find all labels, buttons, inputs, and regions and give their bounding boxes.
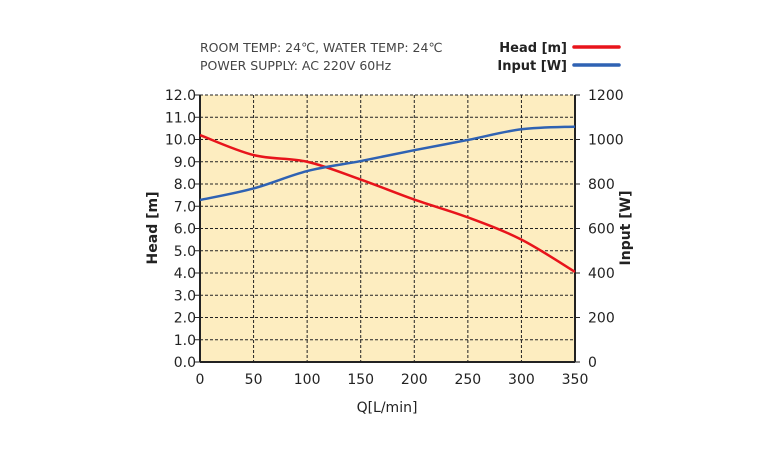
y-left-tick-label: 8.0 — [174, 177, 196, 193]
y-axis-label-left: Head [m] — [145, 192, 161, 265]
input-curve — [199, 125, 576, 202]
y-left-tick-label: 3.0 — [174, 288, 196, 304]
tick-labels: 0 50 100 150 200 250 300 350 0.0 1.0 2.0 3.0 4.0 5.0 6… — [165, 88, 624, 388]
y-axis-label-right: Input [W] — [618, 191, 634, 266]
x-tick-label: 350 — [562, 372, 589, 388]
axes — [195, 94, 580, 363]
y-right-tick-label: 0 — [588, 355, 597, 371]
y-left-tick-label: 12.0 — [165, 88, 196, 104]
x-tick-label: 150 — [347, 372, 374, 388]
y-right-tick-label: 600 — [588, 222, 615, 238]
legend-label-head: Head [m] — [499, 41, 567, 56]
legend: Head [m] Input [W] — [497, 41, 621, 74]
x-tick-label: 0 — [196, 372, 205, 388]
series — [199, 125, 576, 273]
x-tick-label: 200 — [401, 372, 428, 388]
x-tick-label: 50 — [245, 372, 263, 388]
y-left-tick-label: 1.0 — [174, 333, 196, 349]
note-power-supply: POWER SUPPLY: AC 220V 60Hz — [200, 58, 392, 73]
x-tick-label: 250 — [454, 372, 481, 388]
y-right-tick-label: 1200 — [588, 88, 624, 104]
head-curve — [199, 133, 576, 273]
y-right-tick-label: 800 — [588, 177, 615, 193]
y-left-tick-label: 4.0 — [174, 266, 196, 282]
x-tick-label: 300 — [508, 372, 535, 388]
y-left-tick-label: 6.0 — [174, 222, 196, 238]
y-left-tick-label: 10.0 — [165, 133, 196, 149]
y-left-tick-label: 7.0 — [174, 199, 196, 215]
legend-label-input: Input [W] — [497, 59, 567, 74]
y-left-tick-label: 11.0 — [165, 110, 196, 126]
y-right-tick-label: 200 — [588, 311, 615, 327]
x-axis-label: Q[L/min] — [357, 400, 418, 416]
y-left-tick-label: 5.0 — [174, 244, 196, 260]
grid — [200, 94, 575, 362]
x-tick-label: 100 — [294, 372, 321, 388]
y-right-tick-label: 1000 — [588, 133, 624, 149]
y-left-tick-label: 9.0 — [174, 155, 196, 171]
y-right-tick-label: 400 — [588, 266, 615, 282]
y-left-tick-label: 0.0 — [174, 355, 196, 371]
note-temperature: ROOM TEMP: 24℃, WATER TEMP: 24℃ — [200, 40, 443, 55]
y-left-tick-label: 2.0 — [174, 311, 196, 327]
